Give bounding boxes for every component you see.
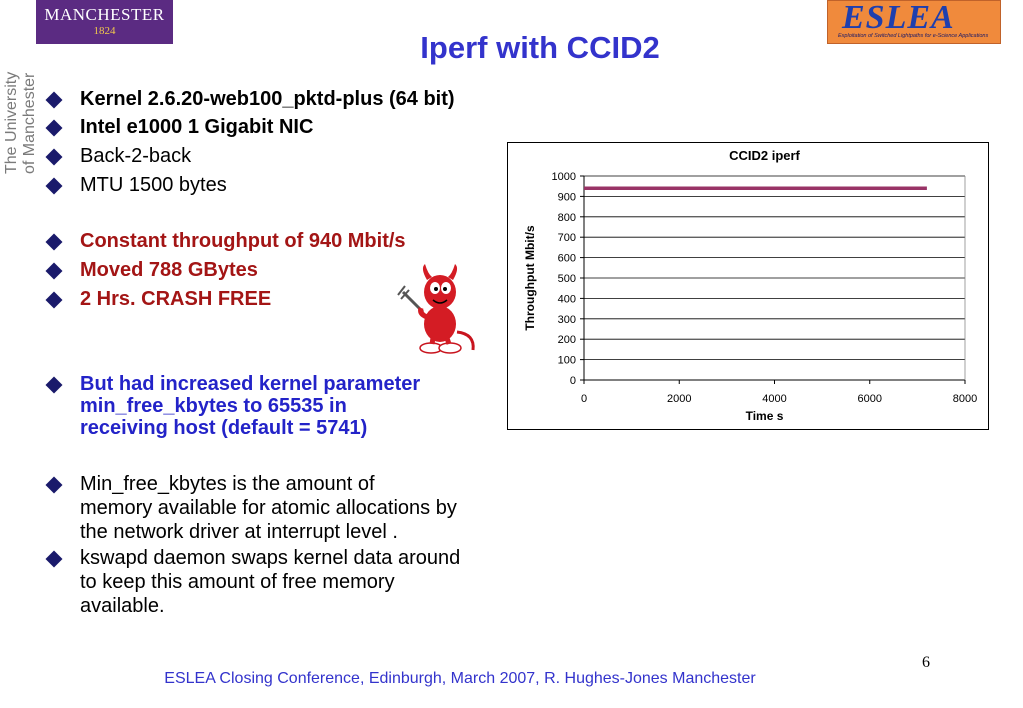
- y-axis-label: Throughput Mbit/s: [523, 225, 537, 331]
- eslea-logo-tagline: Exploitation of Switched Lightpaths for …: [838, 33, 989, 39]
- bullet-text: Moved 788 GBytes: [80, 259, 258, 281]
- manchester-logo-name: MANCHESTER: [44, 5, 165, 24]
- diamond-bullet-icon: [45, 291, 63, 309]
- eslea-logo-word: ESLEA: [842, 0, 955, 36]
- manchester-logo: MANCHESTER 1824: [36, 0, 173, 44]
- chart-title: CCID2 iperf: [729, 148, 800, 163]
- bullet-text-line2: to keep this amount of free memory: [80, 571, 395, 593]
- bullet-text-line3: receiving host (default = 5741): [80, 417, 368, 439]
- x-axis-label: Time s: [746, 409, 784, 423]
- bullet-text: MTU 1500 bytes: [80, 174, 227, 196]
- x-tick-label: 4000: [762, 393, 786, 405]
- bullet-text-line1: But had increased kernel parameter: [80, 373, 421, 395]
- university-text-line1: The University: [3, 72, 20, 174]
- y-tick-label: 800: [558, 212, 576, 224]
- x-tick-label: 8000: [953, 393, 977, 405]
- x-tick-label: 0: [581, 393, 587, 405]
- chart-canvas: CCID2 iperf 0 100 200 300 400 500 600 700 800 900 1…: [523, 148, 977, 423]
- throughput-chart: CCID2 iperf 0 100 200 300 400 500 600 700 800 900 1…: [507, 142, 989, 430]
- bullet-text: Kernel 2.6.20-web100_pktd-plus (64 bit): [80, 88, 455, 110]
- y-tick-label: 100: [558, 355, 576, 367]
- bullet-text-line2: memory available for atomic allocations …: [80, 497, 457, 519]
- x-tick-label: 2000: [667, 393, 691, 405]
- eslea-logo: ESLEA Exploitation of Switched Lightpath…: [827, 0, 1001, 44]
- y-tick-label: 0: [570, 375, 576, 387]
- y-tick-label: 200: [558, 334, 576, 346]
- diamond-bullet-icon: [45, 177, 63, 195]
- page-number: 6: [922, 654, 930, 671]
- diamond-bullet-icon: [45, 233, 63, 251]
- y-tick-label: 1000: [552, 171, 576, 183]
- diamond-bullet-icon: [45, 119, 63, 137]
- footer-text: ESLEA Closing Conference, Edinburgh, Mar…: [164, 670, 756, 687]
- y-tick-label: 300: [558, 314, 576, 326]
- bullet-text: 2 Hrs. CRASH FREE: [80, 288, 272, 310]
- bullet-text-line3: available.: [80, 595, 165, 617]
- university-vertical-text: The University of Manchester: [0, 44, 40, 174]
- x-tick-label: 6000: [858, 393, 882, 405]
- bullet-text-line3: the network driver at interrupt level .: [80, 521, 398, 543]
- bsd-daemon-mascot: [395, 262, 480, 357]
- bullet-text-line1: Min_free_kbytes is the amount of: [80, 473, 375, 495]
- bullet-text-line2: min_free_kbytes to 65535 in: [80, 395, 347, 417]
- diamond-bullet-icon: [45, 148, 63, 166]
- y-tick-label: 600: [558, 253, 576, 265]
- diamond-bullet-icon: [45, 550, 63, 568]
- slide-title: Iperf with CCID2: [420, 30, 660, 65]
- y-tick-label: 700: [558, 232, 576, 244]
- diamond-bullet-icon: [45, 476, 63, 494]
- y-tick-label: 500: [558, 273, 576, 285]
- diamond-bullet-icon: [45, 91, 63, 109]
- bullet-text: Back-2-back: [80, 145, 192, 167]
- bullet-text-line1: kswapd daemon swaps kernel data around: [80, 547, 461, 569]
- diamond-bullet-icon: [45, 262, 63, 280]
- university-text-line2: of Manchester: [21, 72, 38, 174]
- bullet-text: Constant throughput of 940 Mbit/s: [80, 230, 406, 252]
- bullet-text: Intel e1000 1 Gigabit NIC: [80, 116, 314, 138]
- diamond-bullet-icon: [45, 376, 63, 394]
- y-tick-label: 900: [558, 191, 576, 203]
- y-tick-label: 400: [558, 293, 576, 305]
- manchester-logo-year: 1824: [93, 25, 116, 37]
